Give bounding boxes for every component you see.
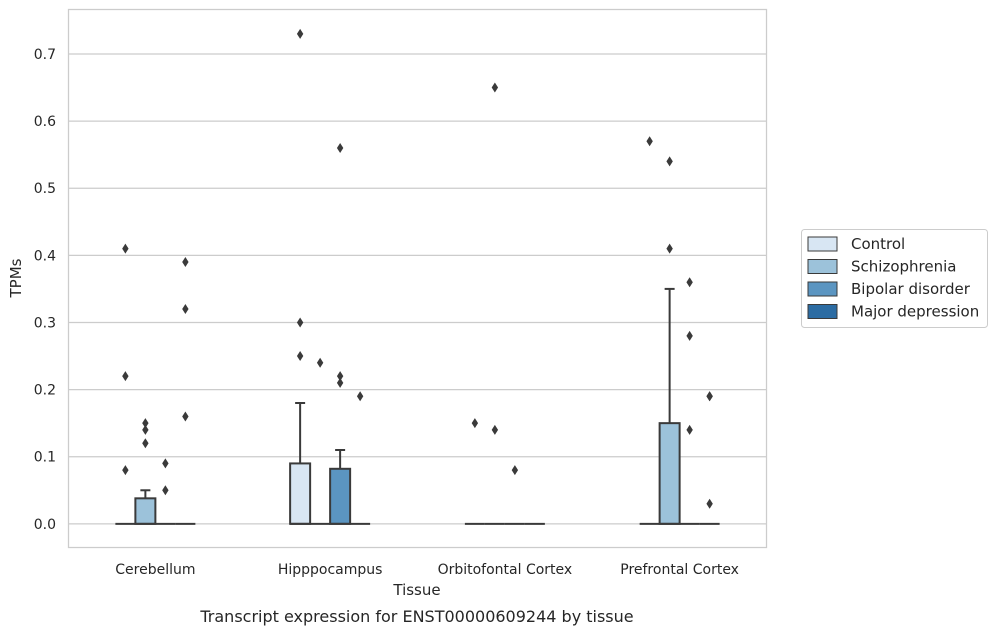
outlier-point <box>336 377 344 388</box>
outlier-point <box>511 465 519 476</box>
y-tick-label: 0.0 <box>34 517 56 533</box>
outlier-point <box>336 371 344 382</box>
outlier-point <box>296 317 304 328</box>
outlier-point <box>706 391 713 402</box>
x-tick-label: Hipppocampus <box>278 562 383 578</box>
box-schizophrenia <box>658 287 681 525</box>
outlier-point <box>122 465 129 476</box>
outlier-point <box>706 498 713 509</box>
y-tick-label: 0.1 <box>34 450 56 466</box>
plot-frame <box>67 8 768 549</box>
x-axis-title: Tissue <box>392 581 440 599</box>
box-body <box>658 422 681 525</box>
legend-swatch <box>807 281 838 297</box>
outlier-point <box>142 424 149 435</box>
legend-frame <box>801 229 988 328</box>
box-body <box>329 467 352 525</box>
outlier-point <box>316 357 324 368</box>
y-tick-labels: 0.0 0.1 0.2 0.3 0.4 0.5 0.6 0.7 <box>34 47 56 533</box>
y-tick-label: 0.6 <box>34 114 56 130</box>
outlier-point <box>686 330 693 341</box>
y-tick-label: 0.7 <box>34 47 56 63</box>
outlier-point <box>142 418 149 429</box>
outlier-point <box>471 418 479 429</box>
outlier-point <box>122 243 129 254</box>
y-tick-label: 0.2 <box>34 383 56 399</box>
x-tick-label: Orbitofontal Cortex <box>438 562 573 578</box>
y-tick-label: 0.5 <box>34 181 56 197</box>
outlier-point <box>122 371 129 382</box>
outlier-point <box>646 136 653 147</box>
box-bipolar-disorder <box>329 449 352 525</box>
outlier-point <box>182 304 189 315</box>
outlier-point <box>296 28 304 39</box>
x-tick-label: Cerebellum <box>115 562 195 578</box>
legend-swatch <box>807 304 838 319</box>
gridlines <box>68 53 767 525</box>
x-tick-labels: Cerebellum Hipppocampus Orbitofontal Corte… <box>115 562 739 578</box>
outlier-point <box>162 458 169 469</box>
y-tick-label: 0.3 <box>34 315 56 331</box>
legend: Control Schizophrenia Bipolar disorder Majo… <box>801 229 988 328</box>
outlier-point <box>686 277 693 288</box>
y-tick-label: 0.4 <box>34 248 56 264</box>
y-axis-title: TPMs <box>7 258 25 298</box>
outlier-point <box>182 257 189 268</box>
box-series <box>115 287 720 525</box>
outlier-point <box>162 485 169 496</box>
legend-label: Control <box>851 235 905 253</box>
chart-caption: Transcript expression for ENST0000060924… <box>199 607 633 626</box>
outlier-point <box>336 142 344 153</box>
outlier-point <box>666 243 673 254</box>
box-control <box>289 402 312 525</box>
outlier-point <box>666 156 673 167</box>
legend-swatch <box>807 259 838 274</box>
outlier-point <box>491 82 499 93</box>
outlier-point <box>296 351 304 362</box>
outlier-point <box>491 424 499 435</box>
legend-swatch <box>807 236 838 252</box>
outlier-point <box>686 424 693 435</box>
legend-label: Major depression <box>851 303 979 321</box>
outlier-point <box>356 391 364 402</box>
outlier-point <box>142 438 149 449</box>
box-schizophrenia <box>134 489 157 525</box>
x-tick-label: Prefrontal Cortex <box>620 562 739 578</box>
legend-label: Schizophrenia <box>851 258 956 276</box>
outlier-point <box>182 411 189 422</box>
legend-label: Bipolar disorder <box>851 280 971 298</box>
outlier-points <box>122 28 713 509</box>
box-body <box>134 497 157 525</box>
box-body <box>289 462 312 525</box>
